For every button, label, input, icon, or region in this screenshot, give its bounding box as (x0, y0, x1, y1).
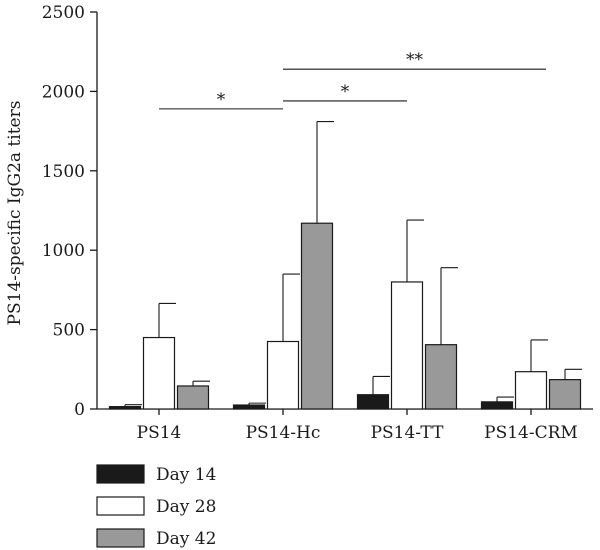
legend-swatch (96, 464, 145, 484)
significance-annotations: * *** (159, 50, 546, 110)
bar (300, 222, 334, 410)
legend-swatch (96, 528, 145, 548)
y-tick-label: 0 (74, 400, 85, 420)
significance-label: ** (406, 50, 424, 70)
legend-label: Day 14 (156, 465, 216, 485)
y-tick-label: 2500 (42, 3, 85, 23)
bar (266, 340, 300, 410)
legend-label: Day 42 (156, 529, 216, 549)
bar (390, 281, 424, 410)
bar (356, 394, 390, 410)
y-ticks: 0 500 1000 1500 2000 2500 (42, 3, 97, 420)
category-label: PS14-CRM (484, 423, 578, 443)
bars (108, 222, 582, 410)
y-tick-label: 1500 (42, 162, 85, 182)
bar (108, 406, 142, 410)
bar (548, 379, 582, 410)
bar (424, 344, 458, 410)
bar (176, 385, 210, 410)
bar (232, 404, 266, 410)
y-axis-label: PS14-specific IgG2a titers (5, 101, 25, 326)
significance-label: * (217, 90, 226, 110)
y-tick-label: 1000 (42, 241, 85, 261)
bar (480, 401, 514, 410)
category-labels: PS14 PS14-Hc PS14-TT PS14-CRM (137, 409, 578, 443)
significance-label: * (341, 82, 350, 102)
y-tick-label: 2000 (42, 82, 85, 102)
legend-label: Day 28 (156, 497, 216, 517)
bar (142, 336, 176, 410)
legend: Day 14 Day 28 Day 42 (96, 464, 216, 549)
legend-swatch (96, 496, 145, 516)
error-bars (124, 121, 582, 407)
category-label: PS14-TT (371, 423, 445, 443)
y-tick-label: 500 (53, 321, 85, 341)
category-label: PS14-Hc (246, 423, 321, 443)
category-label: PS14 (137, 423, 182, 443)
bar (514, 371, 548, 410)
